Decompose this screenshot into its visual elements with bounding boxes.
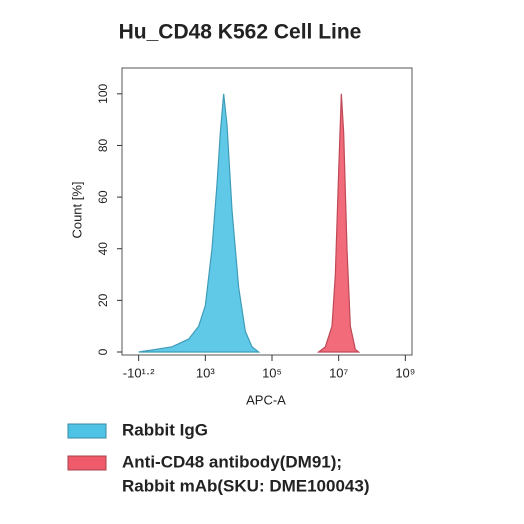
y-tick-label: 40 [96, 242, 110, 256]
y-tick-label: 60 [96, 190, 110, 204]
x-tick-label: -10¹·² [123, 365, 155, 380]
legend-swatch [67, 423, 107, 439]
y-tick-label: 0 [96, 348, 110, 355]
histogram-area [138, 93, 261, 353]
x-tick-label: 10⁹ [395, 365, 415, 380]
y-tick-label: 100 [96, 83, 110, 103]
x-tick-label: 10³ [196, 365, 215, 380]
legend-label: Anti-CD48 antibody(DM91); [122, 452, 342, 471]
plot-frame [121, 67, 413, 356]
y-tick-label: 80 [96, 138, 110, 152]
legend-label: Rabbit IgG [122, 420, 208, 439]
legend-swatch [67, 455, 107, 471]
x-tick-label: 10⁵ [262, 365, 282, 380]
histogram-area [316, 93, 361, 353]
plot-area [138, 93, 361, 353]
y-tick-label: 20 [96, 293, 110, 307]
x-tick-label: 10⁷ [329, 365, 348, 380]
x-axis-label: APC-A [246, 392, 286, 407]
chart-title: Hu_CD48 K562 Cell Line [119, 21, 362, 44]
y-axis-label: Count [%] [69, 181, 84, 238]
legend-label: Rabbit mAb(SKU: DME100043) [122, 476, 370, 495]
